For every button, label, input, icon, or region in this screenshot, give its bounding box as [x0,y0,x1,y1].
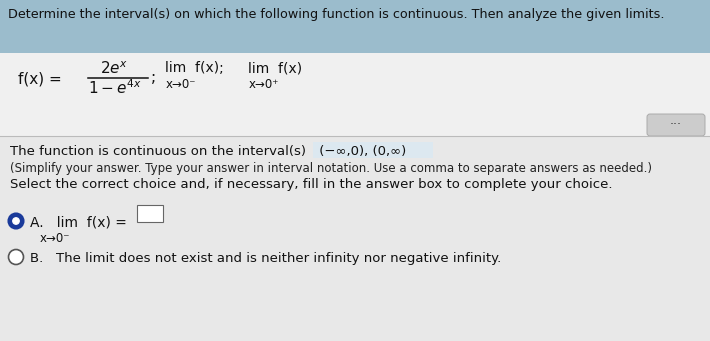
Circle shape [9,250,23,265]
Text: ;: ; [151,71,156,86]
FancyBboxPatch shape [0,53,710,136]
Text: x→0⁻: x→0⁻ [40,232,70,245]
Text: Select the correct choice and, if necessary, fill in the answer box to complete : Select the correct choice and, if necess… [10,178,613,191]
Circle shape [9,213,23,228]
Text: (Simplify your answer. Type your answer in interval notation. Use a comma to sep: (Simplify your answer. Type your answer … [10,162,652,175]
Text: (−∞,0), (0,∞): (−∞,0), (0,∞) [315,145,406,158]
FancyBboxPatch shape [0,0,710,53]
FancyBboxPatch shape [647,114,705,136]
Text: $2e^x$: $2e^x$ [100,61,129,77]
Circle shape [13,218,19,224]
Text: lim  f(x): lim f(x) [248,61,302,75]
Text: Determine the interval(s) on which the following function is continuous. Then an: Determine the interval(s) on which the f… [8,8,665,21]
Text: The function is continuous on the interval(s): The function is continuous on the interv… [10,145,306,158]
Text: lim  f(x);: lim f(x); [165,61,224,75]
FancyBboxPatch shape [137,205,163,222]
Text: x→0⁻: x→0⁻ [166,78,197,91]
Text: x→0⁺: x→0⁺ [249,78,279,91]
FancyBboxPatch shape [313,142,433,158]
FancyBboxPatch shape [0,136,710,341]
Text: f(x) =: f(x) = [18,72,62,87]
Text: B.   The limit does not exist and is neither infinity nor negative infinity.: B. The limit does not exist and is neith… [30,252,501,265]
Text: $1-e^{4x}$: $1-e^{4x}$ [88,79,142,97]
Text: ···: ··· [670,119,682,132]
Text: A.   lim  f(x) =: A. lim f(x) = [30,216,127,230]
